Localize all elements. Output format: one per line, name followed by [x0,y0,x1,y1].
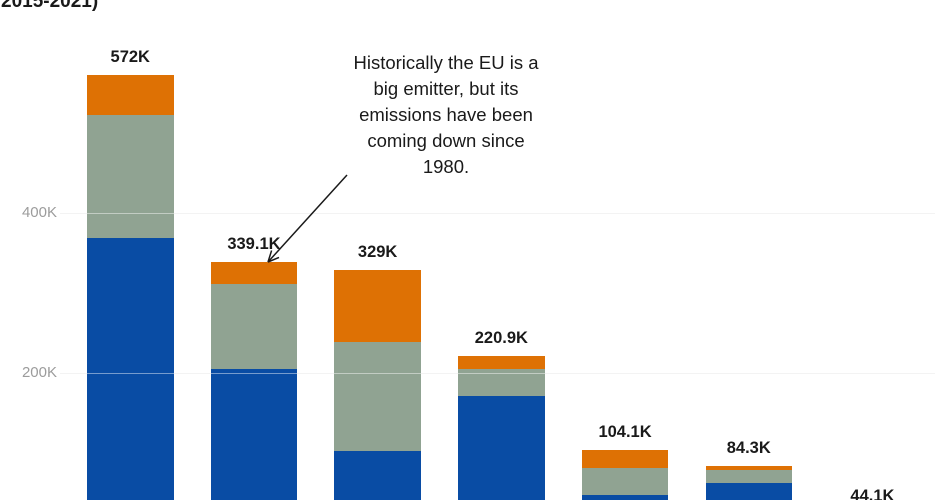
bar-5-segment-blue [581,495,669,500]
bar-6-segment-sage [705,469,792,484]
bar-4-segment-blue [458,396,545,500]
stacked-bar-3 [334,269,421,500]
stacked-bar-6 [705,465,792,500]
annotation-text: Historically the EU is a big emitter, bu… [353,52,539,177]
bar-3-segment-blue [334,451,421,500]
bar-2-segment-sage [210,283,298,369]
stacked-bar-2 [210,261,298,500]
bar-1-segment-sage [87,114,174,238]
bar-6-segment-orange [705,465,792,470]
bar-1-segment-blue [87,237,174,500]
y-axis-tick-400k: 400K [21,204,57,221]
bar-4-segment-orange [458,356,545,369]
bar-5-segment-orange [581,449,669,469]
bar-2-segment-blue [210,368,298,500]
bar-total-label-3: 329K [357,242,398,261]
y-axis-tick-200k: 200K [21,364,57,381]
bar-4-segment-sage [458,368,545,397]
bar-2-segment-orange [210,261,298,284]
bar-3-segment-sage [334,341,421,452]
bar-1-segment-orange [87,75,174,115]
stacked-bar-1 [87,75,174,500]
bar-6-segment-blue [705,483,792,500]
gridline-400K [60,213,935,214]
chart-title-fragment: 2015-2021) [1,0,99,12]
gridline-overlay-200K [60,373,935,374]
bar-total-label-7: 44.1K [850,487,895,500]
bar-total-label-2: 339.1K [227,234,281,253]
gridline-overlay-400K [60,213,935,214]
bar-3-segment-orange [334,269,421,342]
bar-total-label-5: 104.1K [598,422,652,441]
bar-total-label-4: 220.9K [474,329,528,348]
stacked-bar-4 [458,356,545,500]
bar-5-segment-sage [581,468,669,496]
bar-total-label-1: 572K [110,48,150,67]
stacked-bar-5 [581,449,669,500]
bar-total-label-6: 84.3K [726,438,771,457]
